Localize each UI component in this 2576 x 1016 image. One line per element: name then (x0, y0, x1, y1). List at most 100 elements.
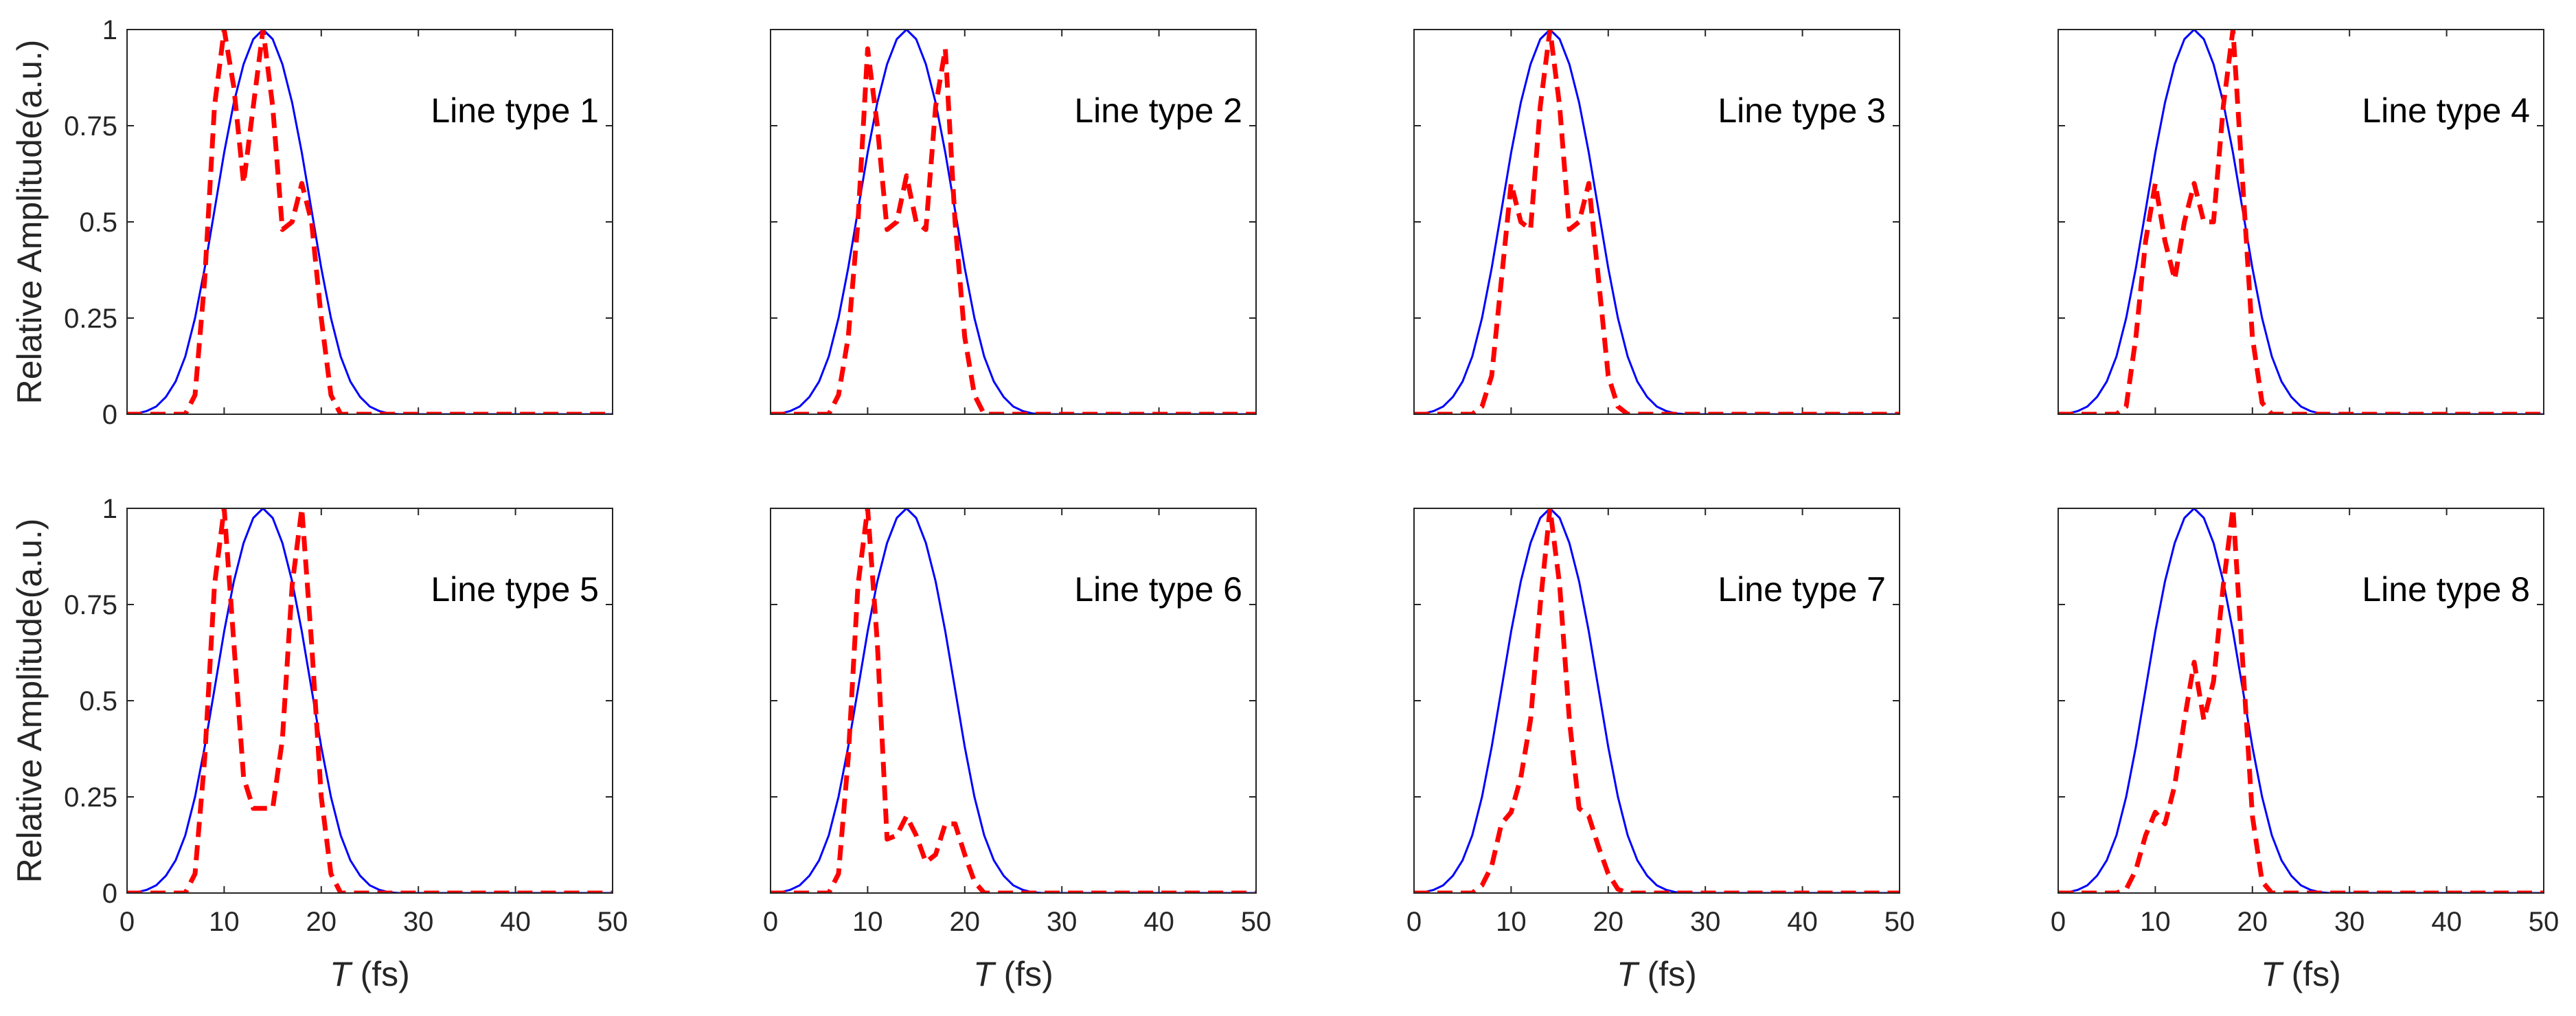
dashed-series-line (1414, 508, 1900, 893)
x-tick-label: 30 (1690, 907, 1721, 937)
subplot-panel-5: 0 10 20 30 40 50 0 0.25 0.5 0.75 1 Line type 5 T (fs… (10, 494, 628, 993)
plot-area (1414, 30, 1900, 414)
series-group (1414, 508, 1900, 893)
plot-area (2058, 30, 2544, 414)
x-axis-variable: T (330, 955, 353, 993)
subplot-panel-6: 0 10 20 30 40 50 Line type 6 T (fs) (763, 508, 1271, 993)
x-axis-title: T (fs) (330, 955, 410, 993)
subplot-panel-7: 0 10 20 30 40 50 Line type 7 T (fs) (1406, 508, 1915, 993)
gaussian-series-line (1414, 30, 1900, 414)
panel-label: Line type 7 (1718, 570, 1886, 609)
x-tick-label: 0 (2051, 907, 2066, 937)
y-tick-label: 0 (102, 400, 117, 430)
series-group (1414, 30, 1900, 414)
x-axis-unit: (fs) (2292, 955, 2341, 993)
plot-frame (770, 29, 1257, 415)
y-tick-label: 0.5 (79, 207, 117, 238)
x-tick-label: 30 (1047, 907, 1078, 937)
plot-frame (770, 508, 1257, 894)
series-group (2058, 30, 2544, 414)
x-tick-label: 0 (763, 907, 778, 937)
x-axis-unit: (fs) (361, 955, 410, 993)
x-axis-variable: T (973, 955, 996, 993)
dashed-series-line (771, 46, 1256, 414)
x-tick-label: 20 (2237, 907, 2268, 937)
gaussian-series-line (2058, 30, 2544, 414)
panel-label: Line type 2 (1074, 91, 1242, 130)
gaussian-series-line (127, 30, 613, 414)
y-tick-label: 0.75 (64, 590, 117, 620)
series-group (127, 30, 613, 414)
subplot-panel-8: 0 10 20 30 40 50 Line type 8 T (fs) (2051, 508, 2559, 993)
plot-frame (126, 29, 613, 415)
y-tick-label: 0.75 (64, 111, 117, 142)
gaussian-series-line (127, 508, 613, 893)
plot-frame (126, 508, 613, 894)
gaussian-series-line (1414, 508, 1900, 893)
x-axis-title: T (fs) (973, 955, 1053, 993)
gaussian-series-line (771, 508, 1256, 893)
panel-label: Line type 6 (1074, 570, 1242, 609)
plot-frame (1413, 29, 1900, 415)
series-group (771, 508, 1256, 893)
x-tick-label: 40 (1787, 907, 1818, 937)
subplot-panel-4: Line type 4 (2058, 29, 2544, 415)
x-axis-title: T (fs) (2261, 955, 2341, 993)
x-axis-variable: T (2261, 955, 2284, 993)
panel-label: Line type 3 (1718, 91, 1886, 130)
x-axis-unit: (fs) (1648, 955, 1697, 993)
subplot-grid: 0 0.25 0.5 0.75 1 Line type 1 Relative Amplitu… (10, 15, 2559, 993)
plot-frame (1413, 508, 1900, 894)
x-axis-variable: T (1617, 955, 1640, 993)
x-tick-label: 10 (852, 907, 883, 937)
dashed-series-line (2058, 508, 2544, 893)
x-tick-label: 10 (2140, 907, 2171, 937)
x-tick-label: 40 (500, 907, 531, 937)
plot-area (127, 508, 613, 893)
subplot-panel-1: 0 0.25 0.5 0.75 1 Line type 1 Relative Amplitu… (10, 15, 613, 430)
x-tick-label: 50 (2529, 907, 2560, 937)
y-tick-label: 0.25 (64, 782, 117, 813)
x-tick-label: 0 (119, 907, 135, 937)
y-tick-label: 1 (102, 15, 117, 45)
y-tick-label: 0.5 (79, 686, 117, 716)
x-tick-label: 20 (1593, 907, 1624, 937)
x-axis-title: T (fs) (1617, 955, 1697, 993)
series-group (2058, 508, 2544, 893)
gaussian-series-line (771, 30, 1256, 414)
subplot-panel-2: Line type 2 (770, 29, 1257, 415)
subplot-panel-3: Line type 3 (1413, 29, 1900, 415)
x-tick-label: 50 (597, 907, 628, 937)
x-tick-label: 30 (403, 907, 434, 937)
x-tick-label: 50 (1884, 907, 1915, 937)
x-tick-label: 20 (306, 907, 337, 937)
y-tick-label: 0.25 (64, 304, 117, 334)
panel-label: Line type 4 (2362, 91, 2530, 130)
series-group (127, 508, 613, 893)
panel-label: Line type 1 (431, 91, 599, 130)
x-tick-label: 10 (209, 907, 240, 937)
panel-label: Line type 5 (431, 570, 599, 609)
gaussian-series-line (2058, 508, 2544, 893)
plot-area (127, 30, 613, 414)
x-tick-label: 40 (1143, 907, 1174, 937)
x-tick-label: 0 (1406, 907, 1422, 937)
x-tick-label: 40 (2431, 907, 2462, 937)
x-axis-unit: (fs) (1004, 955, 1053, 993)
x-tick-label: 20 (950, 907, 981, 937)
plot-frame (2058, 508, 2544, 894)
plot-frame (2058, 29, 2544, 415)
series-group (771, 30, 1256, 414)
plot-area (771, 30, 1256, 414)
plot-area (2058, 508, 2544, 893)
y-tick-label: 0 (102, 879, 117, 909)
plot-area (771, 508, 1256, 893)
x-tick-label: 10 (1496, 907, 1527, 937)
plot-area (1414, 508, 1900, 893)
y-axis-title: Relative Amplitude(a.u.) (10, 519, 49, 883)
x-tick-label: 50 (1241, 907, 1272, 937)
panel-label: Line type 8 (2362, 570, 2530, 609)
y-tick-label: 1 (102, 494, 117, 524)
y-axis-title: Relative Amplitude(a.u.) (10, 40, 49, 405)
